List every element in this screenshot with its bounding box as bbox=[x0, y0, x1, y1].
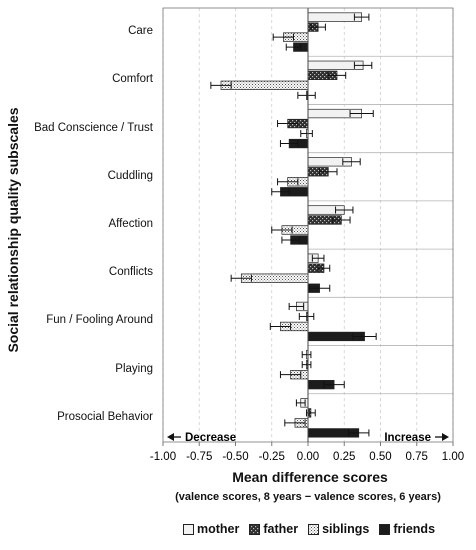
legend-item-siblings: siblings bbox=[308, 522, 369, 536]
x-tick-label: -1.00 bbox=[150, 451, 176, 463]
increase-arrowhead bbox=[442, 433, 449, 441]
x-tick-label: -0.75 bbox=[186, 451, 212, 463]
y-axis-label: Social relationship quality subscales bbox=[2, 0, 24, 460]
category-label: Care bbox=[128, 25, 153, 38]
decrease-label: Decrease bbox=[185, 432, 236, 444]
legend-label: siblings bbox=[322, 522, 370, 536]
x-axis-title: Mean difference scores bbox=[232, 469, 388, 485]
y-axis-title: Social relationship quality subscales bbox=[5, 107, 21, 353]
x-tick-label: 0.50 bbox=[369, 451, 391, 463]
category-label: Bad Conscience / Trust bbox=[34, 121, 153, 134]
category-label: Prosocial Behavior bbox=[57, 410, 153, 423]
decrease-arrowhead bbox=[167, 433, 174, 441]
bar-siblings bbox=[220, 80, 309, 90]
legend-label: friends bbox=[393, 522, 436, 536]
legend-label: mother bbox=[197, 522, 240, 536]
legend-swatch bbox=[249, 523, 261, 535]
x-axis-subtitle: (valence scores, 8 years − valence score… bbox=[175, 491, 441, 503]
category-label: Fun / Fooling Around bbox=[46, 314, 153, 327]
legend: mother father siblings friends bbox=[183, 522, 435, 536]
category-label: Conflicts bbox=[108, 266, 153, 279]
x-axis: Decrease Increase -1.00 -0.75 -0.50 -0.25 0.00… bbox=[150, 8, 464, 463]
x-tick-label: 1.00 bbox=[442, 451, 464, 463]
category-label: Playing bbox=[115, 362, 153, 375]
increase-label: Increase bbox=[384, 432, 431, 444]
legend-swatch bbox=[308, 523, 320, 535]
x-tick-label: 0.25 bbox=[333, 451, 355, 463]
x-tick-label: -0.50 bbox=[222, 451, 248, 463]
legend-swatch bbox=[379, 523, 391, 535]
legend-item-mother: mother bbox=[183, 522, 239, 536]
category-label: Affection bbox=[108, 218, 153, 230]
x-tick-label: 0.75 bbox=[406, 451, 428, 463]
legend-item-friends: friends bbox=[379, 522, 435, 536]
x-tick-label: 0.00 bbox=[297, 451, 319, 463]
legend-label: father bbox=[263, 522, 299, 536]
x-tick-label: -0.25 bbox=[259, 451, 285, 463]
legend-swatch bbox=[183, 523, 194, 535]
bar-mother bbox=[307, 12, 363, 22]
legend-item-father: father bbox=[249, 522, 298, 536]
category-label: Cuddling bbox=[107, 169, 153, 182]
category-label: Comfort bbox=[112, 73, 153, 86]
